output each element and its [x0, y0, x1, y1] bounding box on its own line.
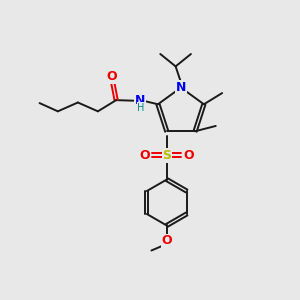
Text: S: S — [162, 149, 171, 162]
Text: N: N — [135, 94, 146, 106]
Text: N: N — [176, 81, 186, 94]
Text: O: O — [106, 70, 117, 83]
Text: H: H — [137, 103, 145, 113]
Text: O: O — [139, 149, 150, 162]
Text: O: O — [184, 149, 194, 162]
Text: O: O — [161, 234, 172, 247]
